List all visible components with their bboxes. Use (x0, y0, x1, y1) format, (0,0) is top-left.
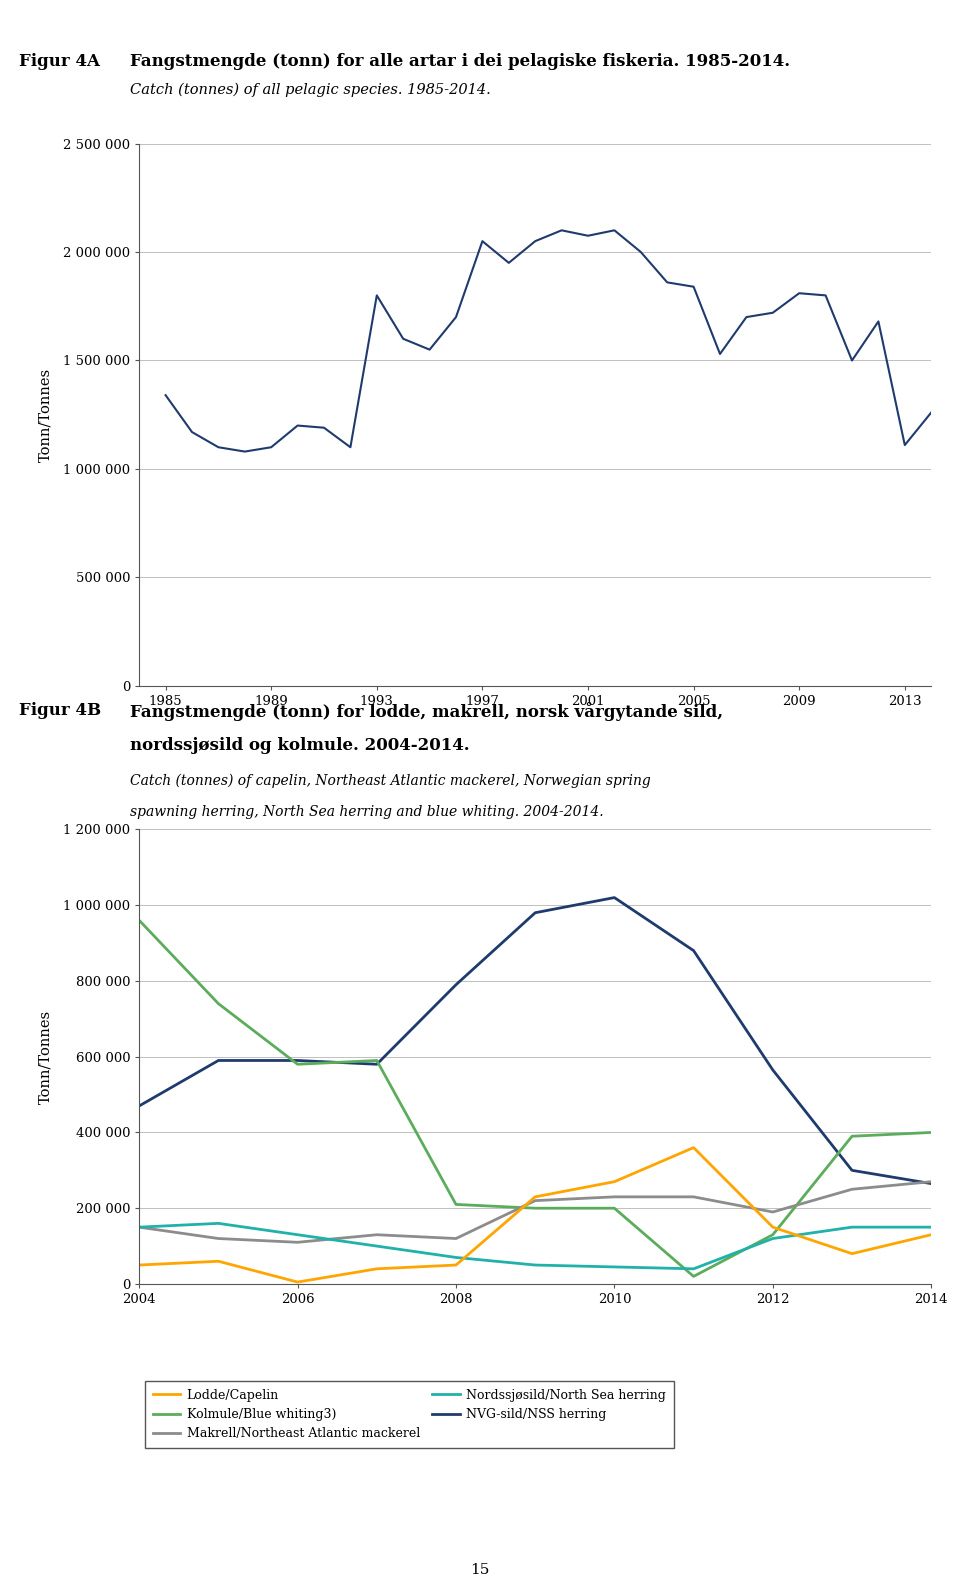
Text: Catch (tonnes) of capelin, Northeast Atlantic mackerel, Norwegian spring: Catch (tonnes) of capelin, Northeast Atl… (130, 774, 650, 788)
Text: nordssjøsild og kolmule. 2004-2014.: nordssjøsild og kolmule. 2004-2014. (130, 737, 469, 754)
Text: spawning herring, North Sea herring and blue whiting. 2004-2014.: spawning herring, North Sea herring and … (130, 805, 603, 820)
Y-axis label: Tonn/Tonnes: Tonn/Tonnes (38, 1010, 52, 1104)
Text: 15: 15 (470, 1563, 490, 1577)
Text: Figur 4A: Figur 4A (19, 53, 100, 70)
Text: Fangstmengde (tonn) for alle artar i dei pelagiske fiskeria. 1985-2014.: Fangstmengde (tonn) for alle artar i dei… (130, 53, 790, 70)
Y-axis label: Tonn/Tonnes: Tonn/Tonnes (38, 367, 52, 463)
Text: Catch (tonnes) of all pelagic species. 1985-2014.: Catch (tonnes) of all pelagic species. 1… (130, 83, 491, 97)
Legend: Lodde/Capelin, Kolmule/Blue whiting3), Makrell/Northeast Atlantic mackerel, Nord: Lodde/Capelin, Kolmule/Blue whiting3), M… (146, 1381, 674, 1448)
Text: Fangstmengde (tonn) for lodde, makrell, norsk vårgytande sild,: Fangstmengde (tonn) for lodde, makrell, … (130, 702, 723, 721)
Text: Figur 4B: Figur 4B (19, 702, 102, 719)
